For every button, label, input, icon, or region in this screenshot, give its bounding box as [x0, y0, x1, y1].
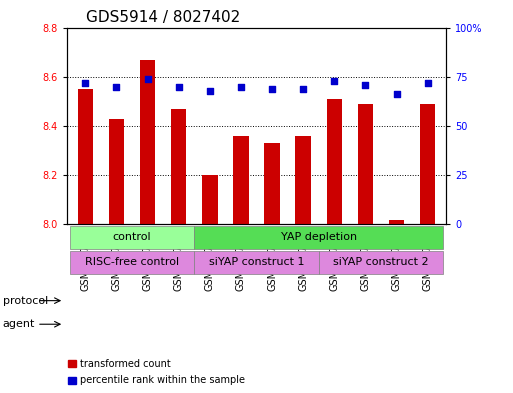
FancyBboxPatch shape — [319, 251, 443, 274]
Bar — [77, 89, 93, 224]
Point — [237, 83, 245, 90]
Bar — [420, 104, 436, 224]
Bar — [389, 220, 404, 224]
Text: siYAP construct 1: siYAP construct 1 — [209, 257, 304, 268]
Text: transformed count: transformed count — [80, 358, 170, 369]
Point — [206, 87, 214, 94]
Point — [81, 79, 89, 86]
Point — [112, 83, 121, 90]
Text: GDS5914 / 8027402: GDS5914 / 8027402 — [86, 10, 240, 25]
Text: RISC-free control: RISC-free control — [85, 257, 179, 268]
Bar — [264, 143, 280, 224]
Bar — [358, 104, 373, 224]
Bar — [202, 175, 218, 224]
Point — [392, 91, 401, 97]
Point — [424, 79, 432, 86]
Bar — [140, 59, 155, 224]
Bar — [233, 136, 249, 224]
Bar — [326, 99, 342, 224]
Point — [174, 83, 183, 90]
Bar — [171, 109, 187, 224]
Bar — [295, 136, 311, 224]
Point — [144, 75, 152, 82]
Text: agent: agent — [3, 319, 35, 329]
Text: protocol: protocol — [3, 296, 48, 306]
Point — [330, 77, 339, 84]
Text: control: control — [113, 232, 151, 242]
Bar — [109, 119, 124, 224]
FancyBboxPatch shape — [70, 251, 194, 274]
FancyBboxPatch shape — [194, 226, 443, 248]
FancyBboxPatch shape — [70, 226, 194, 248]
Text: siYAP construct 2: siYAP construct 2 — [333, 257, 429, 268]
Point — [361, 81, 369, 88]
Text: percentile rank within the sample: percentile rank within the sample — [80, 375, 245, 385]
Point — [268, 85, 276, 92]
Text: YAP depletion: YAP depletion — [281, 232, 357, 242]
FancyBboxPatch shape — [194, 251, 319, 274]
Point — [299, 85, 307, 92]
